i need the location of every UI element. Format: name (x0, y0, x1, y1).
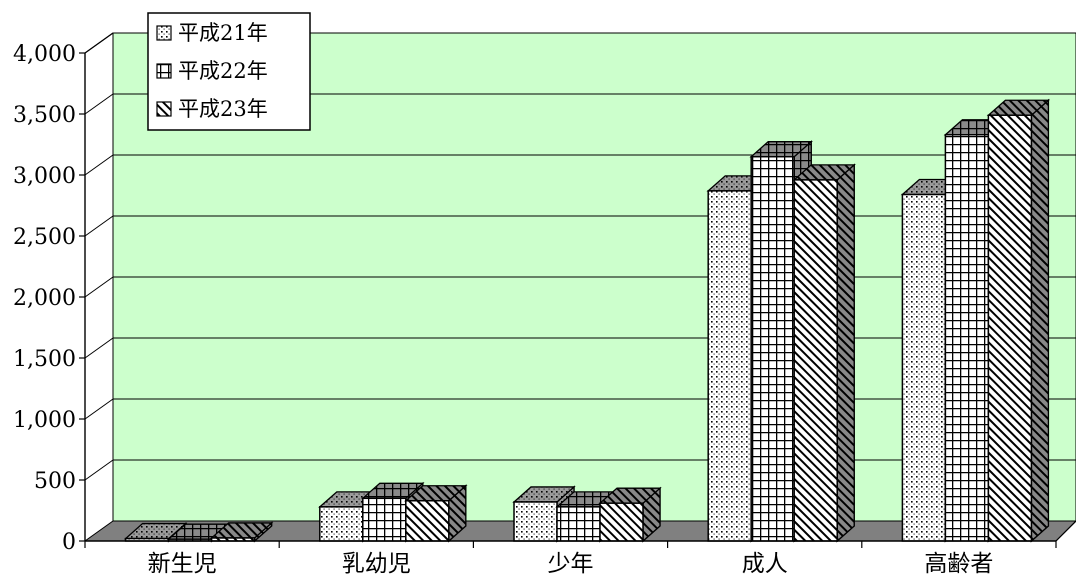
gridline-side (84, 398, 114, 420)
bar-front (944, 133, 990, 542)
bar-side-pattern (836, 163, 855, 543)
bar-front (362, 497, 407, 542)
y-tick-label: 0 (62, 530, 76, 555)
gridline-side (84, 215, 114, 237)
bar-front (750, 155, 795, 542)
bar-front (793, 179, 838, 542)
y-tick-label: 2,000 (13, 286, 76, 311)
gridline-side (84, 154, 114, 176)
x-tick-label: 乳幼児 (342, 551, 411, 576)
y-tick-label: 4,000 (13, 42, 76, 67)
gridline-side (84, 32, 114, 54)
legend-item-1: 平成21年 (156, 21, 268, 45)
x-tick-label: 少年 (548, 551, 594, 576)
legend-label: 平成21年 (178, 21, 268, 45)
x-axis-depth-edge (1055, 520, 1076, 542)
gridline-side (84, 276, 114, 298)
gridline-side (84, 337, 114, 359)
bar-front (513, 501, 558, 542)
bar (598, 486, 662, 543)
bar-side-pattern (1030, 98, 1050, 543)
y-tick-label: 500 (34, 469, 76, 494)
x-tick-label: 新生児 (148, 551, 217, 576)
bar-front (405, 499, 450, 542)
bar-front (987, 114, 1033, 542)
bar (404, 484, 468, 543)
bar (986, 98, 1051, 543)
legend-item-3: 平成23年 (156, 97, 268, 121)
y-tick-label: 2,500 (13, 225, 76, 250)
y-tick-label: 3,000 (13, 164, 76, 189)
legend-swatch-diagonal (156, 101, 172, 117)
y-tick-label: 1,000 (13, 408, 76, 433)
legend-box (147, 12, 311, 131)
gridline-side (84, 459, 114, 481)
bar-front (319, 506, 364, 542)
legend-item-2: 平成22年 (156, 59, 268, 83)
legend-swatch-dots (156, 25, 172, 41)
gridline-side (84, 93, 114, 115)
bar (209, 521, 274, 543)
y-tick-label: 1,500 (13, 347, 76, 372)
x-axis: 新生児 乳幼児 少年 成人 高齢者 (84, 520, 1076, 576)
y-tick-label: 3,500 (13, 103, 76, 128)
legend-label: 平成23年 (178, 97, 268, 121)
y-axis: 0 500 1,000 1,500 2,000 2,500 3,000 3,500 4,000 (13, 42, 86, 555)
bar (792, 163, 856, 543)
legend: 平成21年 平成22年 平成23年 (147, 12, 311, 131)
bar-front (707, 190, 752, 542)
bars (123, 98, 1051, 543)
legend-label: 平成22年 (178, 59, 268, 83)
x-tick-label: 成人 (742, 551, 788, 576)
bar-front (599, 502, 644, 542)
bar-front (901, 193, 947, 542)
x-tick-label: 高齢者 (924, 551, 993, 576)
legend-swatch-grid (156, 63, 172, 79)
bar-front (556, 506, 601, 542)
